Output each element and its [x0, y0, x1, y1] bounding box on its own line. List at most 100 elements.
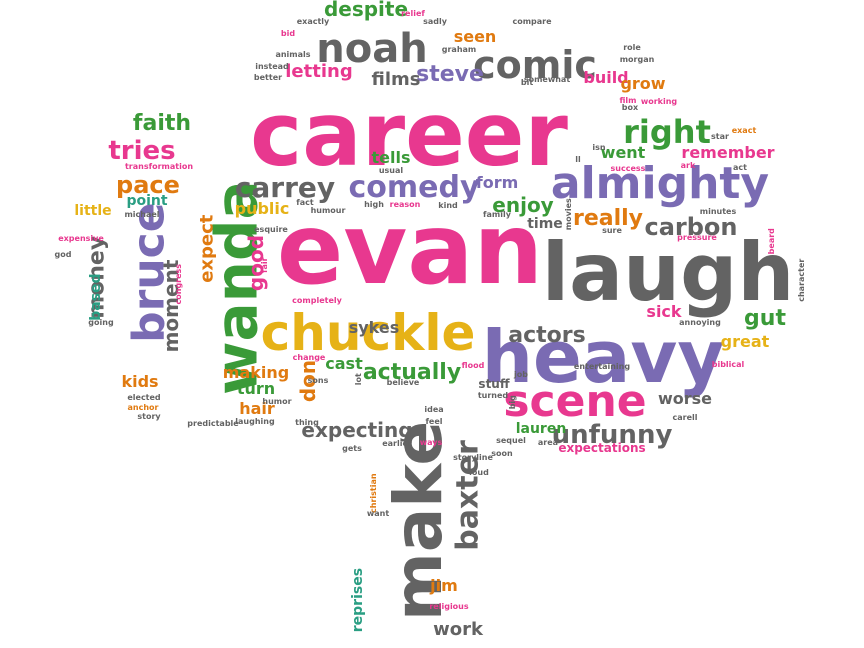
word-time: time: [527, 216, 563, 232]
word-usual: usual: [379, 166, 404, 175]
word-going: going: [88, 318, 114, 327]
word-heavy: heavy: [482, 315, 725, 399]
word-humour: humour: [311, 206, 346, 215]
word-biblical: biblical: [712, 360, 745, 369]
word-ark: ark: [681, 161, 696, 170]
word-change: change: [293, 353, 326, 362]
word-reprises: reprises: [350, 568, 366, 632]
word-expect: expect: [196, 214, 217, 283]
word-box: box: [622, 103, 639, 112]
word-moment: moment: [159, 259, 183, 352]
word-annoying: annoying: [679, 318, 721, 327]
word-expensive: expensive: [58, 234, 104, 243]
word-better: better: [254, 73, 282, 82]
word-morgan: morgan: [620, 55, 655, 64]
word-don: don: [296, 360, 320, 402]
word-form: form: [476, 173, 519, 192]
word-movies: movies: [564, 198, 573, 230]
word-tells: tells: [372, 148, 411, 167]
word-bit: bit: [521, 78, 533, 87]
word-remember: remember: [681, 143, 774, 162]
word-faith: faith: [133, 111, 191, 136]
word-sadly: sadly: [423, 17, 448, 26]
word-sick: sick: [646, 302, 681, 321]
word-great: great: [721, 332, 770, 351]
word-letting: letting: [285, 61, 352, 82]
word-turn: turn: [237, 379, 275, 398]
word-really: really: [573, 206, 643, 231]
word-jim: jim: [429, 576, 458, 595]
word-right: right: [623, 113, 711, 151]
word-relief: relief: [401, 9, 425, 18]
word-films: films: [372, 69, 421, 90]
word-earlier: earlier: [382, 439, 412, 448]
word-transformation: transformation: [125, 162, 193, 171]
word-money: money: [85, 236, 110, 319]
word-big: big: [508, 395, 517, 409]
word-sykes: sykes: [349, 318, 400, 337]
word-area: area: [538, 438, 558, 447]
word-family: family: [483, 210, 512, 219]
word-want: want: [367, 509, 389, 518]
word-minutes: minutes: [700, 207, 737, 216]
word-based: based: [88, 273, 104, 320]
word-little: little: [74, 203, 111, 219]
word-expecting: expecting: [301, 418, 412, 442]
word-kids: kids: [121, 372, 158, 391]
word-unfunny: unfunny: [552, 420, 673, 450]
word-make: make: [380, 421, 457, 621]
word-lot: lot: [354, 373, 363, 385]
word-comedy: comedy: [348, 170, 479, 205]
word-went: went: [601, 143, 646, 162]
word-job: job: [513, 370, 528, 379]
word-pace: pace: [116, 171, 180, 199]
word-instead: instead: [255, 62, 289, 71]
word-compare: compare: [512, 17, 552, 26]
word-carell: carell: [673, 413, 698, 422]
word-pressure: pressure: [677, 233, 717, 242]
word-laugh: laugh: [542, 226, 795, 319]
word-graham: graham: [442, 45, 477, 54]
word-character: character: [797, 259, 806, 302]
word-work: work: [433, 619, 484, 640]
word-tries: tries: [108, 136, 175, 166]
word-esquire: esquire: [254, 225, 288, 234]
word-wanda: wanda: [202, 180, 270, 395]
word-story: story: [137, 412, 161, 421]
word-chuckle: chuckle: [261, 304, 476, 362]
word-exact: exact: [732, 126, 757, 135]
word-cast: cast: [325, 354, 363, 373]
word-christian: christian: [369, 473, 378, 513]
word-turned: turned: [478, 391, 509, 400]
word-storyline: storyline: [453, 453, 493, 462]
word-humor: humor: [262, 397, 291, 406]
word-loud: loud: [469, 468, 489, 477]
word-baxter: baxter: [451, 440, 486, 551]
word-idea: idea: [424, 405, 443, 414]
word-film: film: [619, 96, 636, 105]
word-career: career: [250, 83, 568, 186]
word-kind: kind: [438, 201, 458, 210]
word-religious: religious: [429, 602, 469, 611]
word-lauren: lauren: [516, 421, 567, 437]
word-predictable: predictable: [187, 419, 239, 428]
word-sequel: sequel: [496, 436, 526, 445]
word-beard: beard: [767, 228, 776, 254]
word-gut: gut: [744, 306, 786, 331]
word-actually: actually: [363, 360, 461, 385]
word-star: star: [711, 132, 729, 141]
word-comic: comic: [473, 43, 597, 87]
word-noah: noah: [316, 26, 427, 72]
word-michael: michael: [124, 210, 159, 219]
word-flood: flood: [462, 361, 485, 370]
word-build: build: [583, 68, 628, 87]
word-somewhat: somewhat: [524, 75, 571, 84]
word-almighty: almighty: [551, 158, 769, 209]
word-ways: ways: [420, 438, 443, 447]
word-believe: believe: [387, 378, 420, 387]
word-sons: sons: [308, 376, 329, 385]
word-scene: scene: [503, 376, 646, 427]
word-sure: sure: [602, 226, 622, 235]
